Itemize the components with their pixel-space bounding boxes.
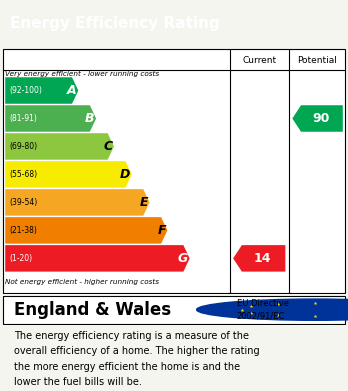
Polygon shape <box>292 105 343 132</box>
Text: 14: 14 <box>254 252 271 265</box>
Circle shape <box>197 299 348 320</box>
Text: (69-80): (69-80) <box>9 142 38 151</box>
Text: (39-54): (39-54) <box>9 198 38 207</box>
Text: Energy Efficiency Rating: Energy Efficiency Rating <box>10 16 220 31</box>
Text: F: F <box>158 224 166 237</box>
Text: G: G <box>178 252 188 265</box>
Text: 90: 90 <box>313 112 330 125</box>
Text: C: C <box>103 140 112 153</box>
Text: Potential: Potential <box>297 56 337 65</box>
Polygon shape <box>5 245 190 272</box>
Text: Not energy efficient - higher running costs: Not energy efficient - higher running co… <box>5 279 159 285</box>
Polygon shape <box>5 77 78 104</box>
Text: (55-68): (55-68) <box>9 170 38 179</box>
Text: (92-100): (92-100) <box>9 86 42 95</box>
Text: England & Wales: England & Wales <box>14 301 171 319</box>
Text: Current: Current <box>242 56 276 65</box>
Text: (81-91): (81-91) <box>9 114 37 123</box>
Text: E: E <box>140 196 148 209</box>
Text: The energy efficiency rating is a measure of the
overall efficiency of a home. T: The energy efficiency rating is a measur… <box>14 330 260 387</box>
Polygon shape <box>233 245 285 272</box>
Polygon shape <box>5 189 150 216</box>
Polygon shape <box>5 161 132 188</box>
Text: A: A <box>67 84 77 97</box>
Polygon shape <box>5 217 167 244</box>
Polygon shape <box>5 105 96 132</box>
Polygon shape <box>5 133 114 160</box>
Text: B: B <box>85 112 95 125</box>
Text: (1-20): (1-20) <box>9 254 32 263</box>
Text: Very energy efficient - lower running costs: Very energy efficient - lower running co… <box>5 70 159 77</box>
Text: D: D <box>120 168 130 181</box>
Text: (21-38): (21-38) <box>9 226 37 235</box>
Text: EU Directive
2002/91/EC: EU Directive 2002/91/EC <box>237 299 288 320</box>
